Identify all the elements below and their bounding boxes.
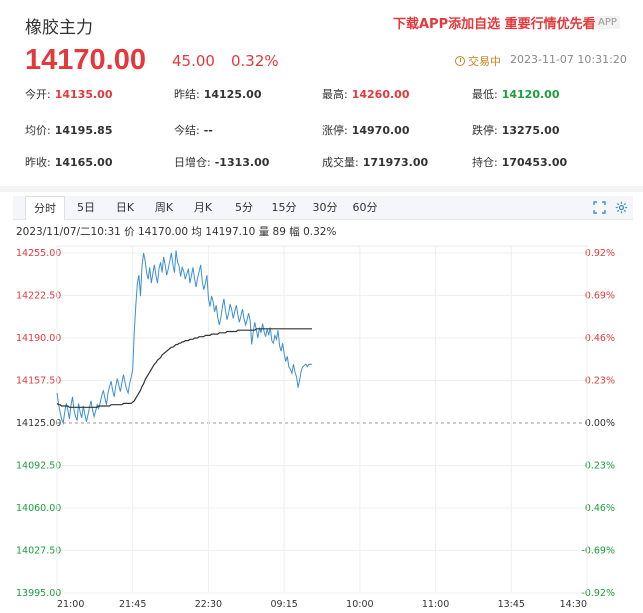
crosshair-info: 2023/11/07/二10:31 价 14170.00 均 14197.10 …	[16, 226, 337, 238]
tab-8[interactable]: 60分	[352, 201, 378, 214]
y-right-tick-label: 0.23%	[585, 461, 615, 472]
x-tick-label: 21:00	[57, 599, 84, 610]
price-change-pct: 0.32%	[231, 52, 279, 70]
x-tick-label: 14:30	[560, 599, 587, 610]
tab-3[interactable]: 周K	[154, 201, 174, 214]
stat-label: 今结:	[174, 124, 200, 137]
tab-4[interactable]: 月K	[193, 201, 213, 214]
stat-item: 日增仓: -1313.00	[174, 154, 269, 170]
y-tick-label: 14157.50	[16, 376, 61, 387]
quote-datetime: 2023-11-07 10:31:20	[510, 53, 627, 66]
stat-item: 最低: 14120.00	[472, 86, 559, 102]
y-right-tick-label: 0.69%	[585, 291, 615, 302]
expand-icon[interactable]	[593, 201, 606, 214]
app-badge[interactable]: APP	[595, 16, 620, 29]
y-right-tick-label: -0.92%	[581, 588, 615, 599]
stat-label: 最高:	[322, 88, 348, 101]
intraday-chart[interactable]: 14255.00 0.92% 14222.50 0.69% 14190.00 0.46% 1…	[0, 238, 643, 613]
last-price: 14170.00	[25, 44, 146, 76]
stat-item: 跌停: 13275.00	[472, 122, 559, 138]
average-series-line	[56, 328, 312, 408]
x-tick-label: 13:45	[498, 599, 525, 610]
stat-item: 持仓: 170453.00	[472, 154, 567, 170]
y-tick-label: 14027.50	[16, 546, 61, 557]
stat-item: 昨收: 14165.00	[25, 154, 112, 170]
x-tick-label: 21:45	[119, 599, 146, 610]
stat-value: 14135.00	[54, 88, 113, 101]
x-tick-label: 09:15	[270, 599, 297, 610]
section-divider	[0, 186, 643, 192]
y-right-tick-label: 0.46%	[585, 503, 615, 514]
stat-label: 今开:	[25, 88, 51, 101]
stat-item: 均价: 14195.85	[25, 122, 112, 138]
stat-item: 今结: --	[174, 122, 213, 138]
trading-status-label: 交易中	[468, 55, 501, 68]
stat-label: 跌停:	[472, 124, 498, 137]
stat-value: 14120.00	[501, 88, 560, 101]
contract-title: 橡胶主力	[25, 18, 93, 38]
stat-label: 最低:	[472, 88, 498, 101]
y-right-tick-label: 0.23%	[585, 376, 615, 387]
stat-value: 14125.00	[203, 88, 262, 101]
y-tick-label: 13995.00	[16, 588, 61, 599]
stat-value: 170453.00	[501, 156, 568, 169]
y-right-tick-label: 0.00%	[585, 418, 615, 429]
y-tick-label: 14060.00	[16, 503, 61, 514]
y-tick-label: 14125.00	[16, 418, 61, 429]
quote-header: 橡胶主力 下载APP添加自选 重要行情优先看 APP 14170.00 45.0…	[0, 0, 643, 190]
tab-0[interactable]: 分时	[25, 196, 65, 220]
stat-label: 昨收:	[25, 156, 51, 169]
stat-value: 14260.00	[351, 88, 410, 101]
stat-label: 持仓:	[472, 156, 498, 169]
stat-value: 13275.00	[501, 124, 560, 137]
tab-6[interactable]: 15分	[271, 201, 297, 214]
y-right-tick-label: 0.92%	[585, 248, 615, 259]
price-series-line	[56, 250, 312, 425]
x-tick-label: 22:30	[195, 599, 222, 610]
stat-label: 日增仓:	[174, 156, 211, 169]
stat-value: 171973.00	[362, 156, 429, 169]
tab-2[interactable]: 日K	[115, 201, 135, 214]
stat-value: 14970.00	[351, 124, 410, 137]
stat-value: --	[203, 124, 213, 137]
stat-label: 昨结:	[174, 88, 200, 101]
stat-item: 今开: 14135.00	[25, 86, 112, 102]
price-change: 45.00	[172, 52, 215, 70]
x-tick-label: 10:00	[346, 599, 373, 610]
x-tick-label: 11:00	[422, 599, 449, 610]
y-right-tick-label: -0.69%	[581, 546, 615, 557]
y-tick-label: 14255.00	[16, 248, 61, 259]
y-tick-label: 14222.50	[16, 291, 61, 302]
y-right-tick-label: 0.46%	[585, 333, 615, 344]
tab-7[interactable]: 30分	[312, 201, 338, 214]
period-tabs: 分时 5日 日K 周K 月K 5分 15分 30分 60分	[13, 196, 633, 220]
stat-item: 成交量: 171973.00	[322, 154, 428, 170]
stat-label: 涨停:	[322, 124, 348, 137]
settings-icon[interactable]	[615, 201, 628, 214]
y-tick-label: 14092.50	[16, 461, 61, 472]
tab-1[interactable]: 5日	[77, 201, 95, 214]
stat-value: 14165.00	[54, 156, 113, 169]
trading-status: 交易中	[455, 53, 501, 69]
download-app-link[interactable]: 下载APP添加自选 重要行情优先看	[393, 17, 596, 32]
stat-value: 14195.85	[54, 124, 113, 137]
stat-item: 最高: 14260.00	[322, 86, 409, 102]
stat-label: 成交量:	[322, 156, 359, 169]
clock-icon	[455, 56, 465, 66]
stat-label: 均价:	[25, 124, 51, 137]
stat-item: 涨停: 14970.00	[322, 122, 409, 138]
stat-item: 昨结: 14125.00	[174, 86, 261, 102]
y-tick-label: 14190.00	[16, 333, 61, 344]
stat-value: -1313.00	[214, 156, 270, 169]
tab-5[interactable]: 5分	[235, 201, 253, 214]
